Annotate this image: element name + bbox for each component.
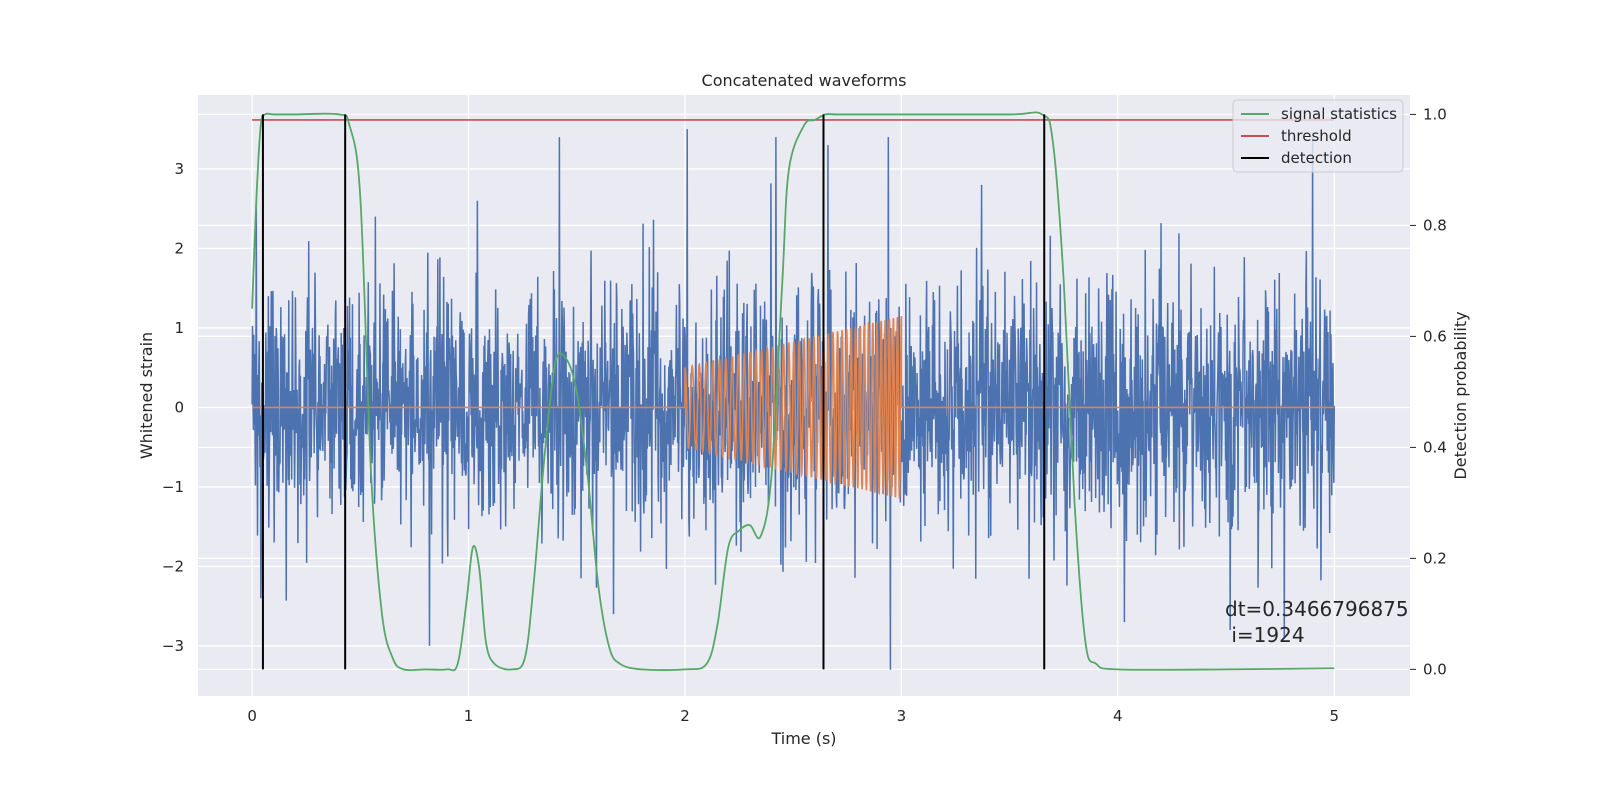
x-tick-label: 5: [1329, 707, 1339, 725]
y-tick-label: 2: [174, 239, 184, 257]
y-right-tick-label: 1.0: [1423, 105, 1447, 123]
x-tick-label: 0: [247, 707, 257, 725]
chart-title: Concatenated waveforms: [702, 71, 907, 90]
annotation-dt: dt=0.3466796875: [1225, 597, 1409, 621]
y-right-tick-label: 0.4: [1423, 438, 1447, 456]
x-tick-label: 3: [897, 707, 907, 725]
y-tick-label: −3: [162, 637, 184, 655]
legend: signal statistics threshold detection: [1232, 99, 1404, 173]
x-tick-label: 4: [1113, 707, 1123, 725]
legend-label: detection: [1281, 149, 1352, 167]
x-tick-label: 1: [464, 707, 474, 725]
y-tick-label: 3: [174, 160, 184, 178]
annotation: dt=0.3466796875 i=1924: [1225, 597, 1409, 647]
y-right-tick-label: 0.6: [1423, 327, 1447, 345]
legend-label: signal statistics: [1281, 105, 1397, 123]
chirp-series-line: [252, 315, 1335, 499]
y-tick-label: −1: [162, 478, 184, 496]
x-axis-label: Time (s): [770, 729, 836, 748]
y-right-tick-label: 0.0: [1423, 660, 1447, 678]
annotation-index: i=1924: [1225, 623, 1305, 647]
y-right-tick-label: 0.8: [1423, 216, 1447, 234]
tick-labels: 0 1 2 3 4 5 −3 −2 −1 0 1 2 3 0.0 0.2 0.4 0.6 0.8 1.0: [162, 105, 1447, 725]
y-tick-label: −2: [162, 557, 184, 575]
x-tick-label: 2: [680, 707, 690, 725]
y-axis-label: Whitened strain: [137, 332, 156, 459]
y-tick-label: 0: [174, 398, 184, 416]
series-layer: [251, 111, 1335, 672]
y-tick-label: 1: [174, 319, 184, 337]
legend-box: [1232, 99, 1404, 173]
y-axis-right-label: Detection probability: [1451, 311, 1470, 479]
signal-statistics-line: [251, 111, 1335, 672]
legend-label: threshold: [1281, 127, 1352, 145]
y-right-tick-label: 0.2: [1423, 549, 1447, 567]
